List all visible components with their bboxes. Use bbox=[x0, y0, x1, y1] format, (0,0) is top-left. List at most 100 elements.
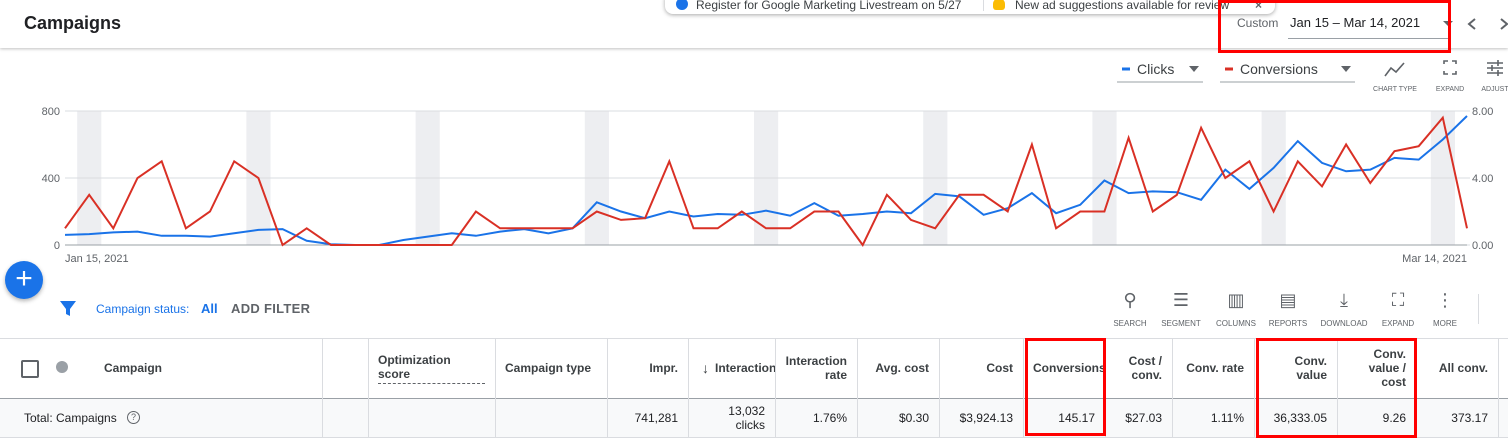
column-header[interactable]: Campaign bbox=[90, 338, 322, 398]
chart-tool-label[interactable]: CHART TYPE bbox=[1373, 86, 1417, 93]
column-header[interactable]: ↓ Interactions bbox=[688, 338, 775, 398]
toolbar-label[interactable]: REPORTS bbox=[1268, 319, 1308, 328]
notification[interactable]: Register for Google Marketing Livestream… bbox=[696, 0, 962, 12]
column-header-text[interactable]: Optimization score bbox=[378, 353, 485, 384]
highlight-box bbox=[1218, 0, 1451, 53]
y2-tick-label: 8.00 bbox=[1472, 106, 1493, 118]
close-icon[interactable]: × bbox=[1255, 0, 1263, 12]
column-header-text[interactable]: Interaction rate bbox=[785, 354, 847, 382]
column-header[interactable]: Optimization score bbox=[368, 338, 495, 398]
checkbox[interactable] bbox=[21, 360, 39, 378]
date-range[interactable]: Jan 15 – Mar 14, 2021 bbox=[1290, 15, 1421, 30]
chart-tool-label[interactable]: ADJUST bbox=[1481, 86, 1508, 93]
column-header[interactable]: Impr. bbox=[607, 338, 688, 398]
prev-button[interactable] bbox=[1467, 18, 1476, 30]
help-icon[interactable]: ? bbox=[127, 411, 140, 424]
total-cell: $0.30 bbox=[898, 411, 929, 425]
column-header-text[interactable]: Cost bbox=[986, 361, 1013, 375]
column-header-text[interactable]: Avg. cost bbox=[875, 361, 929, 375]
y2-tick-label: 4.00 bbox=[1472, 173, 1493, 185]
column-header[interactable]: Conv. value bbox=[1254, 338, 1337, 398]
cell-value: 13,032 bbox=[728, 404, 765, 418]
column-header-text[interactable]: Interactions bbox=[715, 361, 775, 375]
toolbar-icon[interactable]: ⋮ bbox=[1436, 290, 1454, 310]
legend-caret[interactable] bbox=[1189, 66, 1199, 72]
column-divider bbox=[939, 338, 940, 438]
column-header[interactable]: Avg. cost bbox=[857, 338, 939, 398]
bulb-icon bbox=[993, 0, 1005, 10]
chart-tool-icon[interactable] bbox=[1487, 60, 1503, 76]
chart-tool-icon[interactable] bbox=[1384, 62, 1405, 77]
column-header[interactable]: All conv. bbox=[1416, 338, 1498, 398]
filter-icon[interactable] bbox=[58, 298, 80, 320]
legend-label[interactable]: Conversions bbox=[1240, 61, 1318, 77]
column-divider bbox=[1172, 338, 1173, 438]
total-cell: 145.17 bbox=[1058, 411, 1095, 425]
total-cell: $3,924.13 bbox=[959, 411, 1013, 425]
column-header[interactable]: Interaction rate bbox=[775, 338, 857, 398]
chart-tool-label[interactable]: EXPAND bbox=[1436, 86, 1464, 93]
total-cell: 36,333.05 bbox=[1273, 411, 1327, 425]
column-header-text[interactable]: Conv. value / cost bbox=[1368, 347, 1406, 389]
column-divider bbox=[322, 338, 323, 438]
series-line bbox=[64, 115, 1468, 247]
add-button[interactable]: + bbox=[5, 261, 43, 299]
toolbar-icon[interactable]: ▤ bbox=[1279, 290, 1297, 310]
column-header-text[interactable]: Impr. bbox=[649, 361, 678, 375]
toolbar-label[interactable]: SEARCH bbox=[1113, 319, 1147, 328]
total-cell: 741,281 bbox=[634, 411, 678, 425]
toolbar-divider bbox=[1478, 294, 1479, 324]
toolbar-label[interactable]: MORE bbox=[1433, 319, 1457, 328]
column-header-text[interactable]: All conv. bbox=[1438, 361, 1488, 375]
notification[interactable]: New ad suggestions available for review bbox=[1015, 0, 1230, 12]
column-header[interactable]: Conv. value / cost bbox=[1337, 338, 1416, 398]
column-divider bbox=[607, 338, 608, 438]
add-filter[interactable]: ADD FILTER bbox=[231, 301, 311, 316]
total-cell: 1.11% bbox=[1210, 411, 1244, 425]
column-header-text[interactable]: Conversions bbox=[1033, 361, 1105, 375]
highlight-box bbox=[1256, 338, 1417, 438]
total-cell: $27.03 bbox=[1125, 411, 1162, 425]
total-cell: 13,032 clicks bbox=[688, 398, 775, 438]
column-header[interactable]: Conversions bbox=[1023, 338, 1105, 398]
total-cell: 373.17 bbox=[1451, 411, 1488, 425]
toolbar-icon[interactable]: ▥ bbox=[1227, 290, 1245, 310]
toolbar-label[interactable]: COLUMNS bbox=[1215, 319, 1256, 328]
toolbar-label[interactable]: EXPAND bbox=[1381, 319, 1415, 328]
column-divider bbox=[1254, 338, 1255, 438]
y-tick-label: 0 bbox=[54, 240, 60, 252]
filter-label[interactable]: Campaign status: bbox=[96, 302, 190, 316]
info-icon bbox=[676, 0, 688, 10]
chart-tool-icon[interactable] bbox=[1443, 60, 1457, 75]
column-divider bbox=[368, 338, 369, 438]
legend-caret[interactable] bbox=[1341, 66, 1351, 72]
column-divider bbox=[688, 338, 689, 438]
column-divider bbox=[857, 338, 858, 438]
column-header[interactable]: Cost bbox=[939, 338, 1023, 398]
column-header-text[interactable]: Campaign bbox=[104, 361, 163, 375]
toolbar-label[interactable]: SEGMENT bbox=[1161, 319, 1201, 328]
total-cell: 1.76% bbox=[812, 411, 847, 425]
chart: 0 400 800 0.00 4.00 8.00 Jan 15, 2021 Mar 14, 2… bbox=[42, 60, 1508, 265]
filter-value[interactable]: All bbox=[201, 301, 218, 316]
sort-arrow[interactable]: ↓ bbox=[702, 360, 709, 376]
column-divider bbox=[775, 338, 776, 438]
column-header-text[interactable]: Campaign type bbox=[505, 361, 592, 375]
toolbar-icon[interactable]: ⤓ bbox=[1340, 290, 1348, 310]
toolbar-icon[interactable]: ⛶ bbox=[1391, 290, 1405, 310]
column-header[interactable]: Cost / conv. bbox=[1105, 338, 1172, 398]
column-header-text[interactable]: Conv. value bbox=[1294, 354, 1327, 382]
toolbar-icon[interactable]: ⚲ bbox=[1123, 290, 1137, 310]
column-header[interactable]: Conv. rate bbox=[1172, 338, 1254, 398]
column-header-text[interactable]: Cost / conv. bbox=[1128, 354, 1162, 382]
next-button[interactable] bbox=[1500, 18, 1508, 30]
column-header-text[interactable]: Conv. rate bbox=[1186, 361, 1244, 375]
legend-label[interactable]: Clicks bbox=[1137, 61, 1174, 77]
toolbar-icon[interactable]: ☰ bbox=[1172, 290, 1190, 310]
highlight-box bbox=[1025, 338, 1106, 436]
column-header[interactable]: Campaign type bbox=[495, 338, 607, 398]
toolbar-label[interactable]: DOWNLOAD bbox=[1320, 319, 1368, 328]
series-line bbox=[64, 115, 1468, 246]
separator bbox=[983, 0, 984, 11]
column-divider bbox=[1023, 338, 1024, 438]
